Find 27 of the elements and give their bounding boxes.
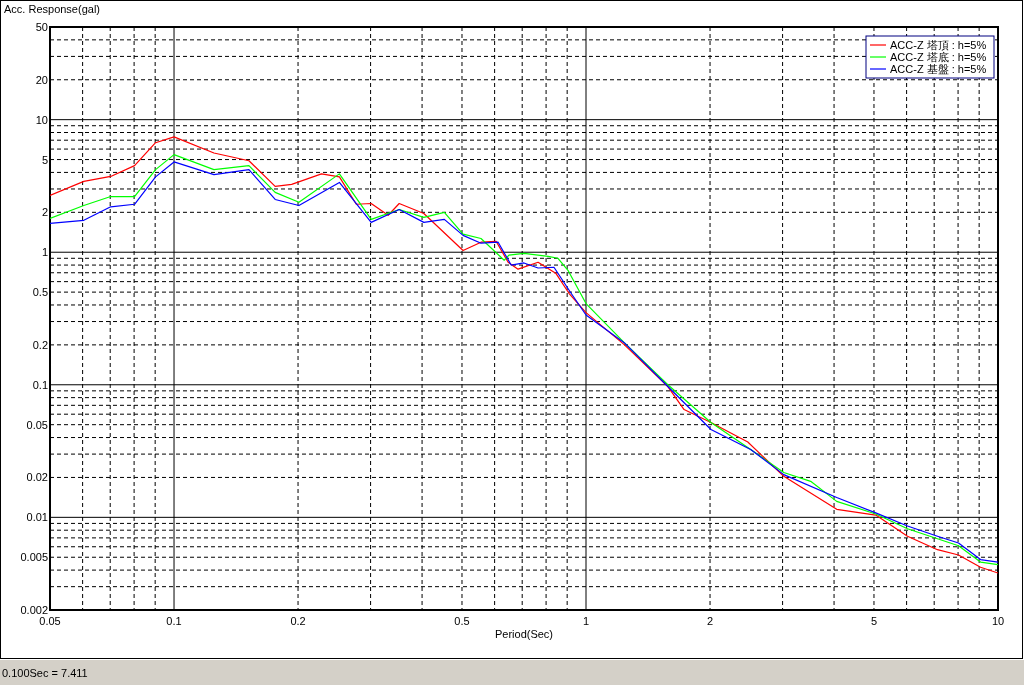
y-tick-label: 0.05: [26, 418, 48, 431]
y-tick-label: 5: [41, 153, 48, 166]
legend-label: ACC-Z 基盤 : h=5%: [890, 63, 987, 75]
y-tick-label: 10: [35, 113, 48, 126]
y-tick-label: 0.1: [32, 378, 48, 391]
y-tick-label: 2: [41, 206, 48, 219]
x-tick-label: 0.5: [454, 615, 470, 627]
y-tick-label: 20: [35, 73, 48, 86]
x-tick-label: 10: [991, 615, 1005, 627]
x-tick-label: 0.1: [166, 615, 182, 627]
y-tick-label: 0.005: [20, 551, 48, 564]
y-tick-label: 0.01: [26, 511, 48, 524]
y-axis-title: Acc. Response(gal): [4, 3, 100, 15]
x-tick-label: 2: [706, 615, 714, 627]
x-tick-label: 5: [870, 615, 878, 627]
text: 0.100Sec = 7.411: [2, 667, 88, 679]
x-axis-title: Period(Sec): [494, 628, 554, 640]
y-tick-label: 0.5: [32, 286, 48, 299]
y-tick-label: 0.002: [20, 604, 48, 616]
y-tick-label: 0.02: [26, 471, 48, 484]
legend-label: ACC-Z 塔頂 : h=5%: [890, 39, 987, 51]
y-tick-label: 1: [41, 246, 48, 259]
x-tick-label: 0.2: [290, 615, 306, 627]
x-tick-label: 1: [582, 615, 590, 627]
y-tick-label: 0.2: [32, 338, 48, 351]
legend-label: ACC-Z 塔底 : h=5%: [890, 51, 987, 63]
y-tick-label: 50: [35, 21, 48, 33]
